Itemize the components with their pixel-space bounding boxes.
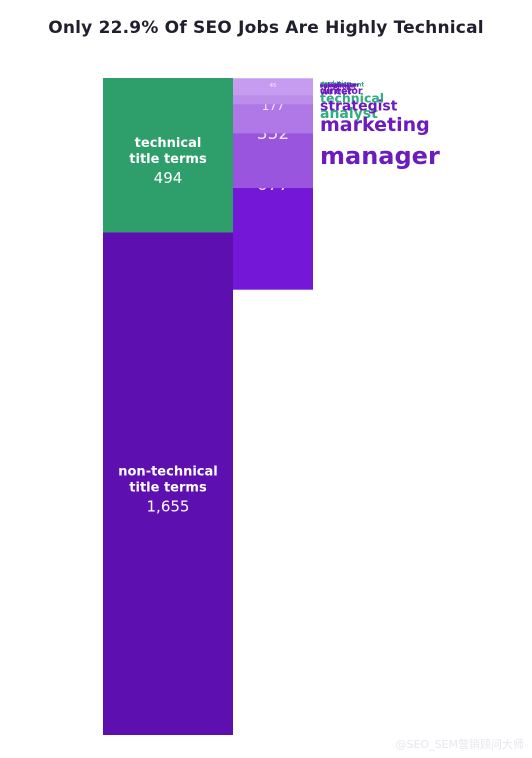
watermark-text: @SEO_SEM营销顾问大师 <box>395 738 524 751</box>
group-label: non-technical <box>118 465 217 480</box>
term-name-label: social <box>320 82 339 89</box>
term-name-label: developer <box>320 81 354 88</box>
term-name-label: coordinator <box>320 82 359 89</box>
group-value-label: 1,655 <box>147 498 190 516</box>
term-name-label: technical <box>320 91 384 106</box>
term-segment <box>233 78 313 93</box>
group-bar <box>103 78 233 233</box>
group-label: title terms <box>129 152 207 167</box>
group-label: technical <box>135 136 202 151</box>
chart-title: Only 22.9% Of SEO Jobs Are Highly Techni… <box>48 18 484 38</box>
term-name-label: director <box>320 86 363 97</box>
term-name-label: sales <box>320 82 338 89</box>
term-name-label: development <box>320 81 364 88</box>
segment-divider <box>233 78 313 79</box>
term-name-label: analytics <box>320 80 351 87</box>
term-name-label: copywriter <box>320 82 356 89</box>
term-name-label: manager <box>320 142 440 170</box>
term-name-label: analyst <box>320 106 378 122</box>
term-name-label: writer <box>320 86 353 97</box>
group-bar <box>103 232 233 735</box>
group-label: title terms <box>129 481 207 496</box>
term-name-label: consultant <box>320 84 356 91</box>
term-name-label: strategist <box>320 99 398 115</box>
term-value-label: 45 <box>270 83 277 89</box>
term-name-label: marketing <box>320 114 430 136</box>
group-value-label: 494 <box>154 169 183 187</box>
